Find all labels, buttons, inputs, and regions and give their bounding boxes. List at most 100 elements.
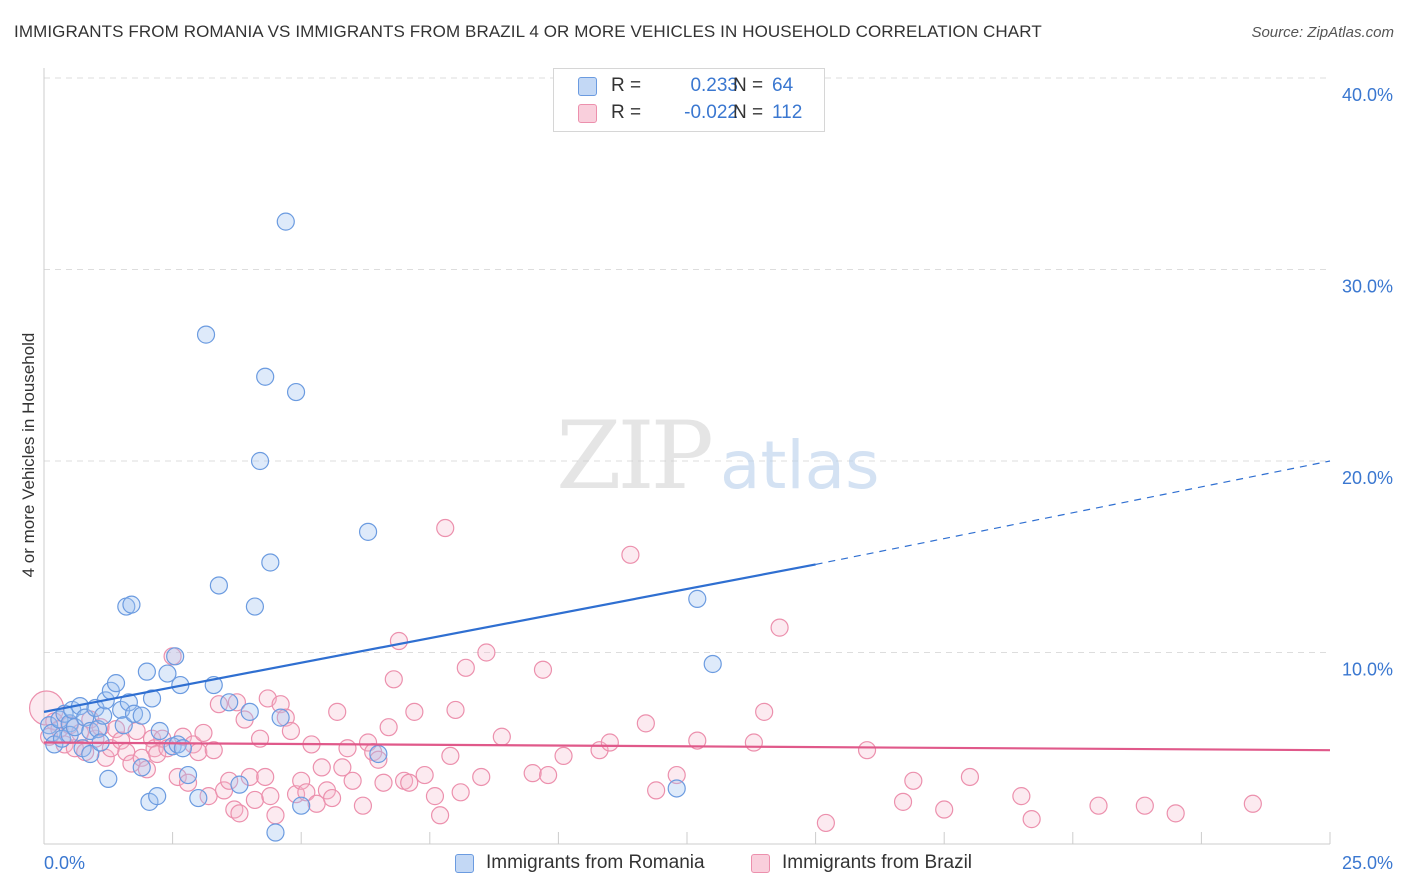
romania-point [271, 708, 290, 727]
romania-trend-line [43, 563, 816, 713]
brazil-point [227, 693, 246, 712]
romania-point [266, 823, 285, 842]
romania-point [50, 710, 69, 729]
brazil-point [430, 806, 450, 825]
brazil-point [353, 796, 373, 815]
romania-point [276, 212, 295, 231]
romania-point [114, 716, 133, 735]
watermark: ZIP atlas [556, 402, 879, 511]
brazil-point [271, 695, 290, 714]
brazil-trend-line [43, 741, 1331, 752]
y-tick-label: 10.0% [1342, 660, 1393, 680]
brazil-point [1243, 794, 1262, 813]
brazil-point [451, 783, 470, 802]
romania-point [99, 769, 118, 788]
x-tick-label-min: 0.0% [44, 853, 85, 873]
romania-point [189, 788, 208, 808]
brazil-point [189, 742, 208, 762]
brazil-point [297, 783, 316, 802]
romania-point [106, 674, 126, 693]
brazil-point [425, 787, 445, 806]
brazil-point [379, 718, 398, 737]
brazil-point [358, 733, 378, 752]
romania-point [137, 662, 156, 681]
romania-point [667, 779, 686, 798]
brazil-point [904, 771, 923, 790]
romania-point [245, 597, 265, 616]
romania-swatch [578, 77, 597, 96]
brazil-point [292, 771, 311, 790]
tick-labels: 10.0% 20.0% 30.0% 40.0% 0.0% 25.0% [44, 85, 1393, 873]
romania-point [240, 702, 259, 721]
brazil-point [446, 700, 465, 720]
brazil-swatch [751, 854, 770, 873]
brazil-point [477, 643, 496, 662]
trend-lines [43, 460, 1331, 752]
gridlines [44, 77, 1330, 653]
n-value: 112 [772, 102, 803, 123]
r-value: 0.233 [690, 75, 738, 96]
source-label: Source: ZipAtlas.com [1251, 24, 1394, 41]
brazil-point [621, 545, 640, 564]
brazil-point [1022, 810, 1041, 829]
axes [43, 68, 1331, 845]
romania-point [292, 796, 311, 815]
correlation-legend: R = 0.233 N = 64 R = -0.022 N = 112 [553, 68, 825, 132]
romania-point [42, 723, 61, 743]
romania-point [688, 589, 707, 608]
brazil-point [755, 702, 774, 721]
brazil-point [178, 773, 198, 792]
brazil-point [322, 788, 342, 808]
romania-point [178, 765, 198, 785]
legend-label-romania: Immigrants from Romania [486, 852, 705, 873]
n-value: 64 [772, 75, 794, 96]
brazil-point [1166, 804, 1185, 823]
brazil-point [328, 702, 347, 721]
brazil-point [281, 721, 301, 741]
romania-point [81, 744, 100, 764]
romania-point [132, 706, 151, 725]
brazil-point [384, 670, 403, 689]
chart-title: IMMIGRANTS FROM ROMANIA VS IMMIGRANTS FR… [14, 22, 1042, 41]
x-tick-label-max: 25.0% [1342, 853, 1393, 873]
romania-point [158, 664, 177, 683]
brazil-swatch [578, 104, 597, 123]
brazil-point [647, 781, 666, 800]
brazil-point [456, 658, 475, 677]
r-label: R = [611, 75, 642, 96]
romania-trend-extension [815, 460, 1331, 565]
brazil-point [688, 731, 707, 750]
romania-point [166, 647, 185, 666]
brazil-point [492, 727, 511, 746]
brazil-point [343, 771, 362, 790]
brazil-point [112, 731, 131, 750]
brazil-point [230, 804, 249, 823]
brazil-point [960, 767, 980, 787]
brazil-point [636, 714, 655, 733]
romania-point [369, 744, 388, 764]
brazil-point [132, 748, 151, 767]
brazil-point [533, 660, 553, 679]
watermark-atlas: atlas [720, 427, 880, 504]
y-tick-label: 20.0% [1342, 468, 1393, 488]
r-value: -0.022 [684, 102, 738, 123]
brazil-point [369, 750, 388, 769]
brazil-point [816, 813, 835, 833]
brazil-point [400, 773, 419, 792]
brazil-point [857, 741, 877, 760]
romania-point [358, 522, 378, 541]
brazil-point [389, 631, 409, 651]
romania-point [122, 595, 141, 614]
brazil-point [935, 800, 954, 819]
brazil-point [312, 758, 331, 777]
brazil-point [91, 718, 110, 737]
romania-point [150, 721, 169, 741]
brazil-point [554, 746, 573, 766]
romania-point [256, 367, 275, 386]
brazil-point [220, 771, 239, 790]
romania-point [148, 787, 167, 806]
romania-point [142, 689, 162, 708]
brazil-point [441, 746, 460, 766]
brazil-point [338, 739, 357, 758]
romania-point [94, 706, 113, 725]
